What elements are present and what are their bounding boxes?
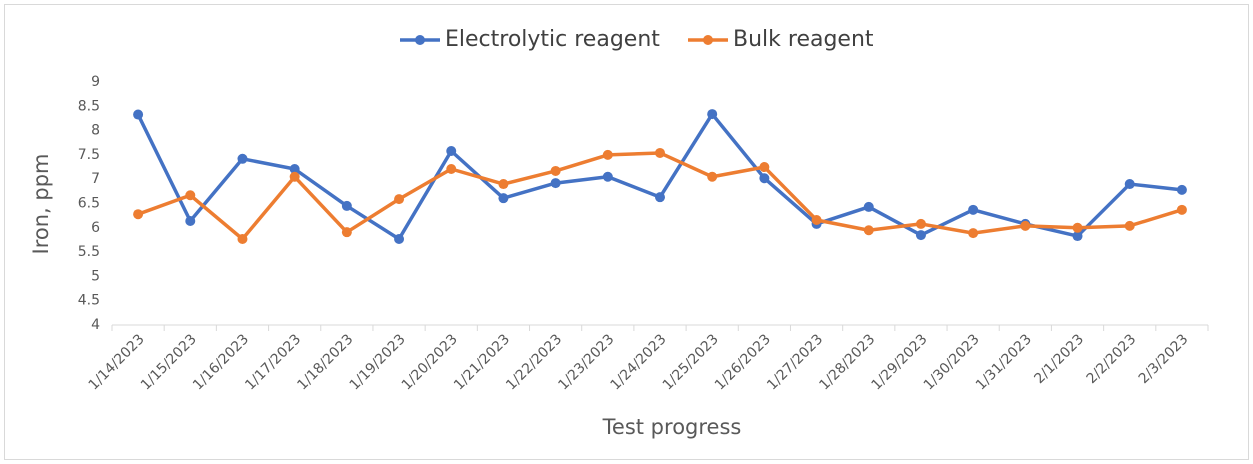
y-tick-label: 4.5 — [78, 293, 100, 309]
y-tick-label: 5 — [91, 268, 100, 284]
data-point — [394, 194, 405, 205]
data-point — [237, 233, 248, 244]
data-point — [1176, 204, 1187, 215]
data-point — [759, 162, 770, 173]
data-point — [759, 173, 770, 184]
y-tick-label: 6 — [91, 220, 100, 236]
y-tick-label: 7 — [91, 171, 100, 187]
data-point — [289, 171, 300, 182]
y-tick-label: 9 — [91, 74, 100, 90]
data-point — [133, 109, 144, 120]
legend-label: Electrolytic reagent — [445, 27, 660, 52]
y-axis-title: Iron, ppm — [29, 154, 53, 255]
y-tick-label: 4 — [91, 317, 100, 333]
data-point — [707, 109, 718, 120]
data-point — [1124, 220, 1135, 231]
y-tick-label: 8.5 — [78, 98, 100, 114]
chart-border — [4, 4, 1249, 460]
data-point — [1020, 220, 1031, 231]
legend-marker — [415, 35, 425, 45]
data-point — [915, 218, 926, 229]
data-point — [811, 215, 822, 226]
data-point — [655, 192, 665, 203]
y-tick-label: 7.5 — [78, 147, 100, 163]
data-point — [1072, 222, 1083, 233]
data-point — [446, 146, 457, 157]
legend-marker — [703, 35, 713, 45]
data-point — [446, 163, 457, 174]
data-point — [185, 215, 196, 226]
data-point — [289, 163, 300, 174]
data-point — [863, 201, 874, 212]
data-point — [1072, 231, 1083, 242]
data-point — [602, 149, 613, 160]
y-tick-label: 8 — [91, 123, 100, 139]
data-point — [863, 225, 874, 236]
legend-label: Bulk reagent — [733, 27, 874, 52]
data-point — [1124, 179, 1135, 190]
data-point — [915, 230, 926, 241]
data-point — [968, 228, 979, 239]
x-axis-title: Test progress — [602, 415, 742, 439]
data-point — [968, 204, 979, 215]
data-point — [1176, 184, 1187, 195]
data-point — [185, 190, 196, 201]
data-point — [237, 153, 248, 164]
data-point — [394, 233, 405, 244]
data-point — [498, 179, 509, 190]
data-point — [341, 200, 352, 211]
data-point — [133, 209, 144, 220]
data-point — [655, 147, 665, 158]
data-point — [707, 171, 718, 182]
data-point — [550, 178, 561, 189]
y-tick-label: 6.5 — [78, 196, 100, 212]
data-point — [602, 171, 613, 182]
data-point — [341, 227, 352, 238]
y-tick-label: 5.5 — [78, 244, 100, 260]
data-point — [498, 193, 509, 204]
data-point — [550, 165, 561, 176]
